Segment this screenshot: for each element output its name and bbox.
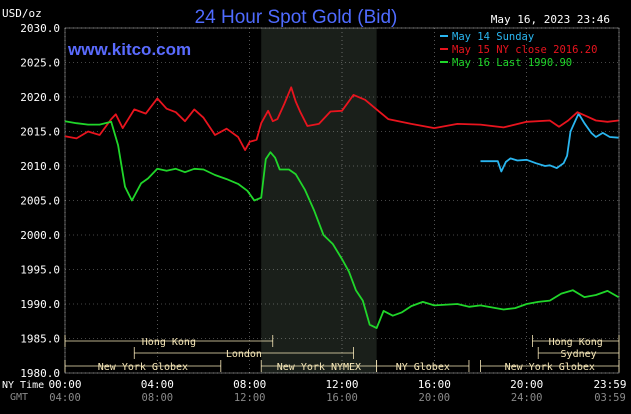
y-tick-label: 2010.0 (20, 160, 60, 173)
nymex-highlight (261, 28, 377, 373)
x-tick-label-gmt: 24:00 (511, 392, 543, 404)
session-label: New York Globex (98, 362, 188, 373)
grid-lines (64, 27, 620, 374)
session-label: New York Globex (505, 362, 595, 373)
session-label: Hong Kong (549, 337, 603, 348)
x-tick-label-ny: 16:00 (418, 378, 451, 391)
x-tick-label-ny: 20:00 (510, 378, 543, 391)
y-tick-label: 2005.0 (20, 195, 60, 208)
session-label: Hong Kong (142, 337, 196, 348)
y-tick-label: 1990.0 (20, 298, 60, 311)
x-tick-label-gmt: 04:00 (49, 392, 81, 404)
x-tick-label-gmt: 12:00 (234, 392, 266, 404)
x-tick-label-gmt: 03:59 (594, 392, 626, 404)
legend-label: May 16 Last 1990.90 (452, 57, 572, 69)
session-bands: Hong Kong Hong Kong London Sydney New York G… (64, 335, 620, 373)
session-label: Sydney (561, 349, 597, 360)
series-line-3 (64, 120, 619, 330)
brand-watermark: www.kitco.com (67, 40, 191, 59)
series-lines (64, 86, 619, 330)
unit-label: USD/oz (2, 7, 42, 20)
x-tick-label-ny: 00:00 (48, 378, 81, 391)
y-tick-label: 2030.0 (20, 22, 60, 35)
x-tick-label-gmt: 20:00 (419, 392, 451, 404)
timestamp: May 16, 2023 23:46 (491, 13, 610, 26)
series-line-2 (64, 86, 619, 152)
x-tick-label-gmt: 08:00 (142, 392, 174, 404)
y-tick-label: 1980.0 (20, 367, 60, 380)
y-tick-label: 2020.0 (20, 91, 60, 104)
legend-label: May 15 NY close 2016.20 (452, 44, 597, 56)
y-axis: 2030.0 2025.0 2020.0 2015.0 2010.0 2005.0 2000… (20, 22, 60, 380)
nytime-label: NY Time (2, 380, 44, 391)
y-tick-label: 1995.0 (20, 264, 60, 277)
x-axis: 00:0004:0004:0008:0008:0012:0012:0016:00… (48, 378, 626, 404)
legend-label: May 14 Sunday (452, 31, 534, 43)
session-label: NY Globex (396, 362, 450, 373)
x-tick-label-ny: 12:00 (325, 378, 358, 391)
y-tick-label: 2025.0 (20, 57, 60, 70)
x-tick-label-ny: 08:00 (233, 378, 266, 391)
session-label: New York NYMEX (277, 362, 361, 373)
x-tick-label-ny: 23:59 (593, 378, 626, 391)
plot-frame (64, 27, 620, 374)
gmt-label: GMT (10, 392, 28, 403)
y-tick-label: 2000.0 (20, 229, 60, 242)
session-label: London (226, 349, 262, 360)
x-tick-label-ny: 04:00 (141, 378, 174, 391)
series-line-1 (480, 112, 619, 173)
y-tick-label: 1985.0 (20, 333, 60, 346)
y-tick-label: 2015.0 (20, 126, 60, 139)
plot-area (261, 28, 377, 373)
chart-title: 24 Hour Spot Gold (Bid) (195, 7, 398, 28)
x-tick-label-gmt: 16:00 (326, 392, 358, 404)
